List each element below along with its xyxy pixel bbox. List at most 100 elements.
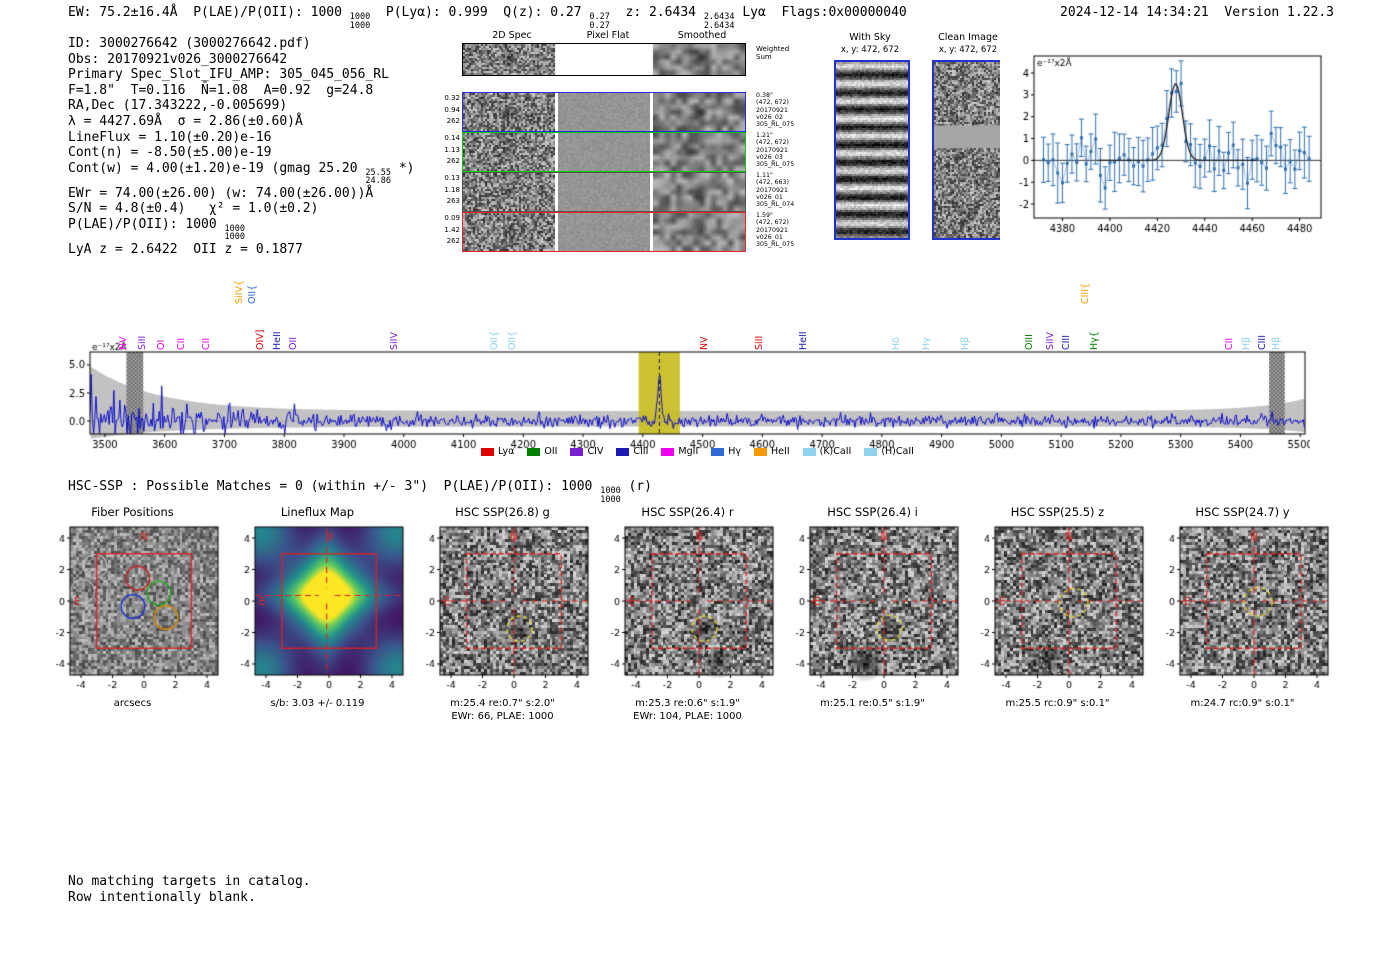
- left-value: 1.18: [444, 185, 460, 194]
- annotation-line: 1.11": [756, 172, 773, 179]
- legend-item-h: Hγ: [711, 446, 741, 457]
- spec2d-cell: [463, 213, 555, 251]
- legend-swatch: [711, 447, 725, 456]
- text-segment: (r): [620, 479, 653, 494]
- annotation-line: (472, 672): [756, 99, 789, 107]
- annotation-line: 20170921: [756, 146, 789, 154]
- emission-line-zoom-chart: [1000, 44, 1340, 240]
- cutout-title: HSC SSP(26.4) r: [641, 505, 734, 519]
- annotation-line: (472, 663): [756, 179, 789, 187]
- annotation-line: (472, 672): [756, 139, 789, 147]
- left-value: 1.42: [444, 225, 460, 234]
- info-line: Cont(n) = -8.50(±5.00)e-19: [68, 145, 415, 161]
- spec2d-row-left-values: 0.09 1.42 262: [440, 213, 460, 248]
- text-segment: EW: 75.2±16.4Å P(LAE)/P(OII): 1000: [68, 5, 350, 20]
- info-line: RA,Dec (17.343222,-0.005699): [68, 98, 415, 114]
- text-segment: EWr = 74.00(±26.00) (w: 74.00(±26.00))Å: [68, 185, 374, 201]
- stacked-fraction: 1000 1000: [600, 487, 620, 504]
- spec2d-cell: [463, 173, 555, 211]
- fraction-top: 25.55: [365, 167, 392, 178]
- legend-item-ciii: CIII: [616, 446, 648, 457]
- spec2d-row-left-values: 0.32 0.94 262: [440, 93, 460, 128]
- cutout-panel-fiber: Fiber Positions arcsecs: [40, 505, 225, 725]
- spec2d-row: [462, 212, 746, 252]
- report-version: Version 1.22.3: [1224, 5, 1334, 20]
- legend-swatch: [754, 447, 768, 456]
- fraction-bottom: 2.6434: [703, 20, 735, 31]
- annotation-line: (472, 672): [756, 219, 789, 227]
- stacked-fraction: 1000 1000: [350, 13, 370, 30]
- sky-panel-subtitle: x, y: 472, 672: [840, 45, 900, 55]
- footer-notes: No matching targets in catalog. Row inten…: [68, 874, 311, 906]
- info-line: λ = 4427.69Å σ = 2.86(±0.60)Å: [68, 114, 415, 130]
- spec2d-cutout-panel: 2D Spec Pixel Flat Smoothed Weighted Sum 0.32…: [440, 30, 840, 258]
- cutout-title: Fiber Positions: [91, 505, 174, 519]
- text-segment: Primary Spec_Slot_IFU_AMP: 305_045_056_R…: [68, 67, 389, 83]
- cutout-panel-hsc-6: HSC SSP(24.7) y m:24.7 rc:0.9" s:0.1": [1150, 505, 1335, 725]
- spec2d-cell: [463, 133, 555, 171]
- header-summary: EW: 75.2±16.4Å P(LAE)/P(OII): 1000 1000 1…: [68, 5, 907, 30]
- legend-label: Lyα: [498, 446, 515, 457]
- annotation-line: v026_01: [756, 233, 783, 241]
- info-line: LineFlux = 1.10(±0.20)e-16: [68, 130, 415, 146]
- annotation-line: 305_RL_075: [756, 121, 795, 129]
- left-value: 1.13: [444, 145, 460, 154]
- fraction-top: 1000: [349, 12, 371, 22]
- cutout-canvas: [40, 521, 225, 697]
- spec2d-cell: [463, 93, 555, 131]
- cutout-panel-map: Lineflux Map s/b: 3.03 +/- 0.119: [225, 505, 410, 725]
- spec2d-row: [462, 172, 746, 212]
- cutout-caption-1: arcsecs: [113, 698, 152, 709]
- stacked-fraction: 2.6434 2.6434: [704, 13, 735, 30]
- legend-item-heii: HeII: [754, 446, 790, 457]
- cutout-caption-1: m:25.5 rc:0.9" s:0.1": [1005, 698, 1110, 709]
- fraction-top: 0.27: [589, 12, 610, 22]
- spec2d-row: [462, 92, 746, 132]
- fraction-bottom: 1000: [600, 494, 621, 505]
- info-line: LyA z = 2.6422 OII z = 0.1877: [68, 242, 415, 258]
- pixelflat-cell: [558, 133, 650, 171]
- left-value: 0.94: [444, 105, 460, 114]
- legend-swatch: [570, 447, 584, 456]
- smoothed-cell: [653, 93, 745, 131]
- annotation-line: 305_RL_075: [756, 241, 795, 249]
- spec2d-row-annotations: 1.59" (472, 672) 20170921 v026_01 305_RL_075: [756, 212, 794, 248]
- sky-image-canvas: [834, 60, 910, 240]
- smoothed-cell: [653, 173, 745, 211]
- line-label-ciii: CIII{: [1079, 282, 1091, 304]
- cutout-title: HSC SSP(26.8) g: [455, 505, 550, 519]
- annotation-line: 20170921: [756, 186, 789, 194]
- spec2d-row: [462, 132, 746, 172]
- info-line: S/N = 4.8(±0.4) χ² = 1.0(±0.2): [68, 201, 415, 217]
- fraction-top: 1000: [600, 486, 621, 496]
- annotation-line: 20170921: [756, 106, 789, 114]
- smoothed-cell: [653, 133, 745, 171]
- smoothed-cell: [653, 213, 745, 251]
- line-label-oii: OII{: [246, 284, 258, 304]
- cutout-caption-1: m:24.7 rc:0.9" s:0.1": [1190, 698, 1295, 709]
- text-segment: HSC-SSP : Possible Matches = 0 (within +…: [68, 479, 601, 494]
- report-timestamp: 2024-12-14 14:34:21: [1060, 5, 1209, 20]
- text-segment: Obs: 20170921v026_3000276642: [68, 51, 288, 67]
- text-segment: P(Lyα): 0.999 Q(z): 0.27: [370, 5, 590, 20]
- info-line: ID: 3000276642 (3000276642.pdf): [68, 36, 415, 52]
- detection-info-block: ID: 3000276642 (3000276642.pdf) Obs: 2017…: [68, 36, 415, 258]
- header-timestamp: 2024-12-14 14:34:21 Version 1.22.3: [1060, 5, 1334, 20]
- imaging-cutout-row: Fiber Positions arcsecs Lineflux Map s/b: 3…: [0, 505, 1400, 725]
- footer-line: No matching targets in catalog.: [68, 874, 311, 889]
- sky-panel: With Sky x, y: 472, 672: [822, 32, 918, 242]
- legend-item-hcaii: (H)CaII: [864, 446, 914, 457]
- legend-label: Hγ: [728, 446, 742, 457]
- fraction-top: 1000: [224, 223, 246, 234]
- annotation-line: v026_01: [756, 193, 783, 201]
- spec2d-row-annotations: 1.11" (472, 663) 20170921 v026_01 305_RL_074: [756, 172, 794, 208]
- cutout-panel-hsc-4: HSC SSP(26.4) i m:25.1 re:0.5" s:1.9": [780, 505, 965, 725]
- spec2d-column-title: Smoothed: [677, 30, 727, 41]
- annotation-line: v026_02: [756, 113, 783, 121]
- cutout-caption-1: s/b: 3.03 +/- 0.119: [270, 698, 365, 709]
- weighted-sum-label-line: Weighted: [756, 45, 790, 53]
- sky-panel-subtitle: x, y: 472, 672: [938, 45, 998, 55]
- left-value: 262: [446, 117, 460, 125]
- full-spectrum-chart: [60, 340, 1310, 452]
- fraction-bottom: 1000: [349, 20, 371, 31]
